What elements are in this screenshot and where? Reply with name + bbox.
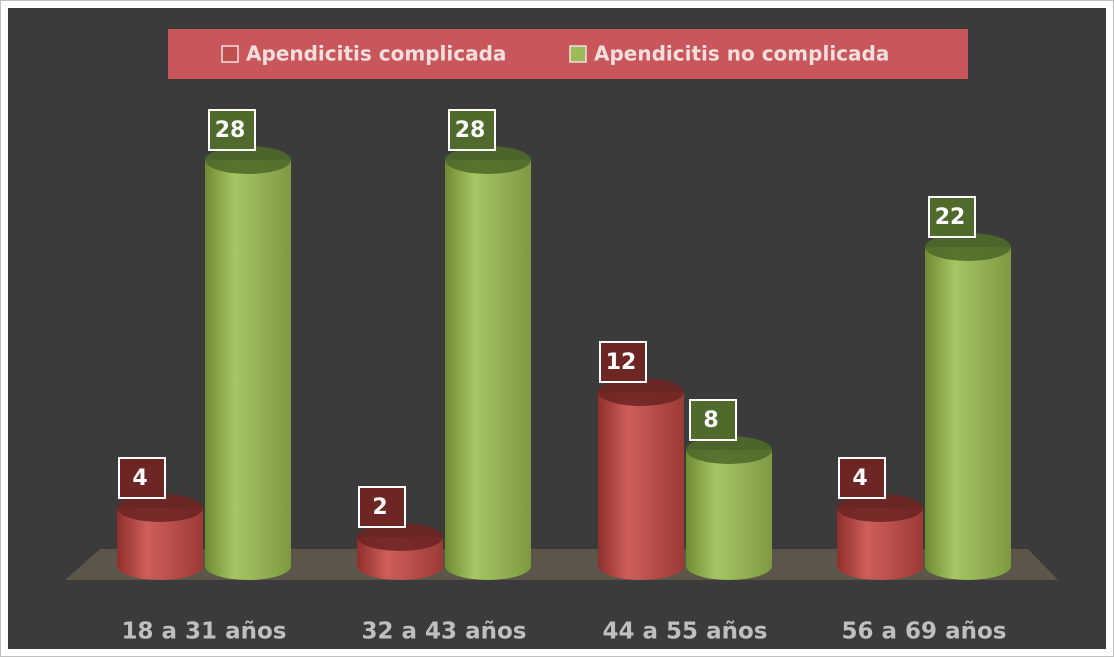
cylinder: [598, 392, 684, 580]
data-label-box: [358, 486, 406, 528]
cylinder-top: [925, 233, 1011, 261]
legend: [168, 29, 968, 79]
data-label-box: [208, 109, 256, 151]
cylinder-top: [117, 494, 203, 522]
data-label-box: [599, 341, 647, 383]
cylinder-top: [686, 436, 772, 464]
x-tick-label: 56 a 69 años: [842, 619, 1007, 645]
cylinder: [117, 508, 203, 580]
data-label-box: [118, 457, 166, 499]
data-label: 28: [455, 118, 486, 143]
cylinder-top: [357, 523, 443, 551]
cylinder-top: [598, 378, 684, 406]
data-label: 22: [935, 205, 966, 230]
data-label-box: [689, 399, 737, 441]
data-label-box: [448, 109, 496, 151]
x-tick-label: 44 a 55 años: [603, 619, 768, 645]
data-label-box: [928, 196, 976, 238]
x-tick-label: 18 a 31 años: [122, 619, 287, 645]
data-label-box: [838, 457, 886, 499]
floor: [65, 549, 1058, 580]
cylinder: [837, 508, 923, 580]
cylinder: [686, 450, 772, 580]
x-tick-label: 32 a 43 años: [362, 619, 527, 645]
legend-swatch: [221, 45, 239, 63]
data-label: 8: [703, 408, 718, 433]
cylinder-top: [445, 146, 531, 174]
data-label: 12: [606, 350, 637, 375]
legend-label: Apendicitis no complicada: [594, 42, 889, 66]
cylinder: [445, 160, 531, 580]
cylinder: [205, 160, 291, 580]
cylinder-top: [837, 494, 923, 522]
data-label: 4: [132, 466, 147, 491]
cylinder: [925, 247, 1011, 580]
cylinder-top: [205, 146, 291, 174]
legend-label: Apendicitis complicada: [246, 42, 506, 66]
data-label: 28: [215, 118, 246, 143]
data-label: 4: [852, 466, 867, 491]
legend-swatch: [569, 45, 587, 63]
data-label: 2: [372, 495, 387, 520]
